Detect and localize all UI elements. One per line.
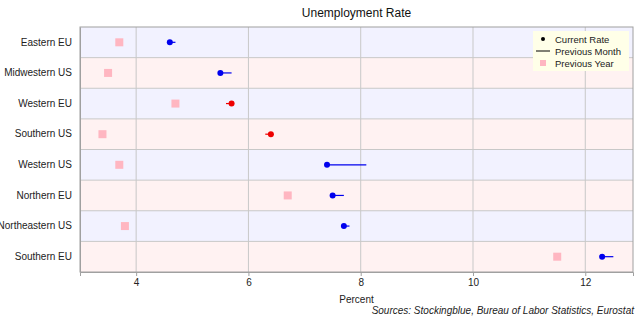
previous-year-marker	[104, 69, 112, 77]
tick-label: Midwestern US	[4, 67, 72, 78]
legend-label: Previous Month	[555, 46, 621, 57]
row-separator	[80, 149, 633, 150]
row-separator	[80, 118, 633, 119]
row-separator	[80, 180, 633, 181]
current-rate-marker	[324, 162, 330, 168]
tick-mark	[136, 272, 137, 276]
legend-symbol	[540, 60, 546, 66]
current-rate-marker	[167, 39, 173, 45]
tick: Eastern EU	[21, 37, 80, 48]
tick-mark	[248, 272, 249, 276]
row-background	[80, 180, 633, 211]
tick: Northeastern US	[0, 220, 80, 231]
axis-line	[80, 28, 81, 273]
previous-year-marker	[553, 253, 561, 261]
tick-label: Eastern EU	[21, 37, 72, 48]
row-background	[80, 241, 633, 272]
current-rate-marker	[341, 223, 347, 229]
previous-year-marker	[121, 222, 129, 230]
axis-line	[81, 273, 634, 277]
row-background	[80, 150, 633, 181]
tick-mark	[585, 272, 586, 276]
row-background	[80, 119, 633, 150]
tick: Midwestern US	[4, 67, 80, 78]
chart: 4 6 8 10 12 Eastern EU Midwestern US Western EU…	[0, 0, 640, 320]
source-note: Sources: Stockingblue, Bureau of Labor S…	[372, 305, 636, 316]
tick: Southern US	[15, 128, 80, 139]
legend: Current RatePrevious MonthPrevious Year	[533, 31, 629, 71]
title: Unemployment Rate	[302, 6, 412, 20]
tick-label: Northeastern US	[0, 220, 72, 231]
legend-label: Previous Year	[555, 58, 614, 69]
current-rate-marker	[229, 101, 235, 107]
tick-label: Southern EU	[15, 251, 72, 262]
tick: 12	[580, 272, 592, 288]
tick-label: 6	[246, 277, 252, 288]
tick-label: 4	[134, 277, 140, 288]
legend-symbol	[541, 37, 545, 41]
tick-label: Northern EU	[16, 190, 72, 201]
tick-label: 8	[358, 277, 364, 288]
tick: 10	[468, 272, 480, 288]
tick-label: Western US	[18, 159, 72, 170]
legend-symbol	[536, 51, 550, 52]
tick-label: 12	[580, 277, 592, 288]
tick-label: 10	[468, 277, 480, 288]
tick-mark	[361, 272, 362, 276]
marks	[98, 38, 613, 260]
previous-year-marker	[115, 38, 123, 46]
tick: Western US	[18, 159, 80, 170]
current-rate-marker	[217, 70, 223, 76]
row-backgrounds	[80, 27, 633, 272]
tick: Southern EU	[15, 251, 80, 262]
tick: Northern EU	[16, 190, 80, 201]
previous-month-line	[327, 164, 366, 165]
legend-label: Current Rate	[555, 34, 609, 45]
legend-box	[533, 31, 629, 71]
x-axis: 4 6 8 10 12	[81, 272, 634, 288]
tick-mark	[473, 272, 474, 276]
grid	[80, 27, 633, 272]
row-separator	[80, 88, 633, 89]
y-axis: Eastern EU Midwestern US Western EU Souther…	[0, 28, 81, 273]
previous-year-marker	[171, 100, 179, 108]
x-axis-title: Percent	[339, 294, 374, 305]
row-background	[80, 88, 633, 119]
row-background	[80, 211, 633, 242]
current-rate-marker	[599, 254, 605, 260]
current-rate-marker	[330, 192, 336, 198]
plot-frame	[80, 27, 633, 272]
previous-year-marker	[115, 161, 123, 169]
current-rate-marker	[268, 131, 274, 137]
previous-year-marker	[98, 130, 106, 138]
tick: 4	[134, 272, 140, 288]
previous-year-marker	[284, 191, 292, 199]
tick: Western EU	[18, 98, 80, 109]
row-separator	[80, 241, 633, 242]
row-separator	[80, 210, 633, 211]
tick: 8	[358, 272, 364, 288]
tick-label: Western EU	[18, 98, 72, 109]
tick: 6	[246, 272, 252, 288]
tick-label: Southern US	[15, 128, 73, 139]
